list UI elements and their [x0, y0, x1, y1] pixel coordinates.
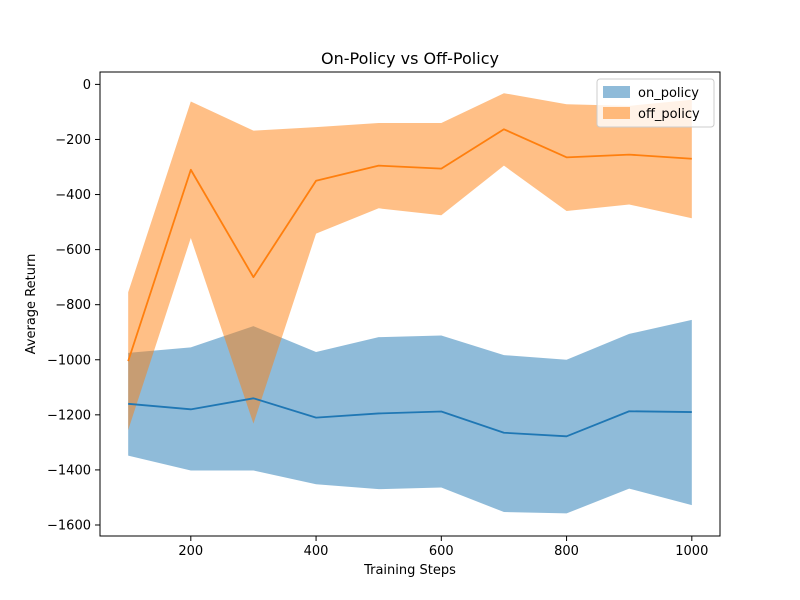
- x-tick-label: 200: [178, 544, 203, 559]
- x-tick-label: 1000: [675, 544, 708, 559]
- band-off_policy: [128, 93, 692, 430]
- plot-frame: [99, 71, 721, 537]
- y-tick-label: −200: [55, 133, 91, 148]
- x-axis-ticks: 200 400 600 800 1000: [178, 536, 708, 559]
- x-tick-label: 600: [429, 544, 454, 559]
- confidence-bands: [128, 93, 692, 514]
- y-tick-label: −1400: [47, 463, 91, 478]
- legend-label-on_policy: on_policy: [638, 86, 699, 101]
- legend-label-off_policy: off_policy: [638, 107, 700, 122]
- line-off_policy: [127, 128, 692, 362]
- x-axis-label: Training Steps: [363, 563, 456, 578]
- y-axis-label: Average Return: [24, 254, 39, 355]
- y-tick-label: −1200: [47, 408, 91, 423]
- y-axis-ticks: 0 −200 −400 −600 −800 −1000 −1200 −1400 −1600: [47, 78, 100, 533]
- y-tick-label: −400: [55, 188, 91, 203]
- legend-swatch-on_policy: [603, 86, 630, 98]
- x-tick-label: 800: [554, 544, 579, 559]
- y-tick-label: −1600: [47, 518, 91, 533]
- legend: on_policy off_policy: [596, 78, 715, 128]
- y-tick-label: −800: [55, 298, 91, 313]
- legend-swatch-off_policy: [603, 107, 630, 119]
- series-lines: [127, 128, 692, 438]
- chart-title: On-Policy vs Off-Policy: [321, 49, 499, 68]
- y-tick-label: 0: [83, 78, 91, 93]
- x-tick-label: 400: [304, 544, 329, 559]
- line-on_policy: [128, 397, 692, 438]
- y-tick-label: −1000: [47, 353, 91, 368]
- y-tick-label: −600: [55, 243, 91, 258]
